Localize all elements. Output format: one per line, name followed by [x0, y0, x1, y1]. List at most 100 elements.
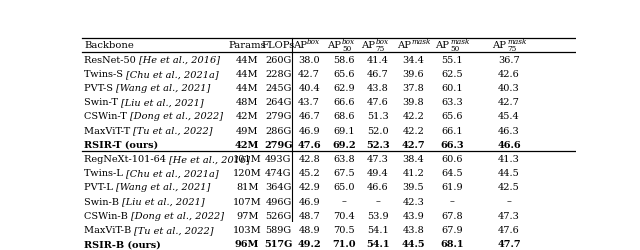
Text: [Wang et al., 2021]: [Wang et al., 2021]	[116, 84, 211, 93]
Text: AP: AP	[397, 41, 411, 50]
Text: [Dong et al., 2022]: [Dong et al., 2022]	[130, 112, 223, 121]
Text: 70.5: 70.5	[333, 225, 355, 234]
Text: Swin-T: Swin-T	[84, 98, 121, 107]
Text: 68.6: 68.6	[333, 112, 355, 121]
Text: [Chu et al., 2021a]: [Chu et al., 2021a]	[126, 70, 219, 78]
Text: 44.5: 44.5	[498, 168, 520, 177]
Text: 42.2: 42.2	[403, 112, 424, 121]
Text: 44M: 44M	[236, 84, 259, 93]
Text: 66.3: 66.3	[440, 140, 464, 149]
Text: 55.1: 55.1	[441, 56, 463, 64]
Text: 46.6: 46.6	[497, 140, 521, 149]
Text: 49.4: 49.4	[367, 168, 388, 177]
Text: 75: 75	[507, 45, 516, 53]
Text: 43.7: 43.7	[298, 98, 320, 107]
Text: 54.1: 54.1	[367, 225, 388, 234]
Text: 42.2: 42.2	[403, 126, 424, 135]
Text: 264G: 264G	[265, 98, 292, 107]
Text: 39.5: 39.5	[403, 183, 424, 192]
Text: box: box	[376, 38, 388, 46]
Text: 69.2: 69.2	[332, 140, 356, 149]
Text: 46.6: 46.6	[367, 183, 388, 192]
Text: 67.5: 67.5	[333, 168, 355, 177]
Text: 60.1: 60.1	[441, 84, 463, 93]
Text: 46.9: 46.9	[298, 126, 320, 135]
Text: [He et al., 2016]: [He et al., 2016]	[139, 56, 220, 64]
Text: 120M: 120M	[233, 168, 262, 177]
Text: [Tu et al., 2022]: [Tu et al., 2022]	[134, 225, 214, 234]
Text: 42.7: 42.7	[298, 70, 320, 78]
Text: 44M: 44M	[236, 70, 259, 78]
Text: 40.3: 40.3	[498, 84, 520, 93]
Text: –: –	[507, 197, 511, 206]
Text: 48.9: 48.9	[298, 225, 320, 234]
Text: MaxViT-T: MaxViT-T	[84, 126, 133, 135]
Text: 66.1: 66.1	[441, 126, 463, 135]
Text: 81M: 81M	[236, 183, 259, 192]
Text: 67.9: 67.9	[441, 225, 463, 234]
Text: 47.6: 47.6	[498, 225, 520, 234]
Text: 38.0: 38.0	[298, 56, 320, 64]
Text: 71.0: 71.0	[332, 239, 356, 248]
Text: 228G: 228G	[265, 70, 292, 78]
Text: 48.7: 48.7	[298, 211, 320, 220]
Text: 44M: 44M	[236, 56, 259, 64]
Text: 63.8: 63.8	[333, 154, 355, 164]
Text: 64.5: 64.5	[441, 168, 463, 177]
Text: 46.9: 46.9	[298, 197, 320, 206]
Text: 36.7: 36.7	[498, 56, 520, 64]
Text: 52.3: 52.3	[366, 140, 389, 149]
Text: 42M: 42M	[236, 112, 259, 121]
Text: FLOPs: FLOPs	[262, 41, 295, 50]
Text: 47.6: 47.6	[298, 140, 321, 149]
Text: 39.8: 39.8	[403, 98, 424, 107]
Text: 65.6: 65.6	[441, 112, 463, 121]
Text: 65.0: 65.0	[333, 183, 355, 192]
Text: Twins-S: Twins-S	[84, 70, 126, 78]
Text: RSIR-B (ours): RSIR-B (ours)	[84, 239, 161, 248]
Text: 45.2: 45.2	[298, 168, 320, 177]
Text: 43.8: 43.8	[403, 225, 424, 234]
Text: –: –	[375, 197, 380, 206]
Text: 41.2: 41.2	[403, 168, 424, 177]
Text: 364G: 364G	[265, 183, 292, 192]
Text: box: box	[307, 38, 320, 46]
Text: 589G: 589G	[266, 225, 291, 234]
Text: 41.4: 41.4	[367, 56, 388, 64]
Text: 70.4: 70.4	[333, 211, 355, 220]
Text: AP: AP	[292, 41, 307, 50]
Text: 42.7: 42.7	[401, 140, 425, 149]
Text: 58.6: 58.6	[333, 56, 355, 64]
Text: [Chu et al., 2021a]: [Chu et al., 2021a]	[126, 168, 219, 177]
Text: 48M: 48M	[236, 98, 259, 107]
Text: 517G: 517G	[264, 239, 292, 248]
Text: RegNeXt-101-64: RegNeXt-101-64	[84, 154, 169, 164]
Text: 38.4: 38.4	[403, 154, 424, 164]
Text: 66.6: 66.6	[333, 98, 355, 107]
Text: 46.7: 46.7	[367, 70, 388, 78]
Text: 260G: 260G	[265, 56, 292, 64]
Text: 526G: 526G	[265, 211, 292, 220]
Text: 51.3: 51.3	[367, 112, 388, 121]
Text: AP: AP	[361, 41, 375, 50]
Text: 96M: 96M	[235, 239, 259, 248]
Text: 50: 50	[342, 45, 351, 53]
Text: 54.1: 54.1	[366, 239, 389, 248]
Text: 43.8: 43.8	[367, 84, 388, 93]
Text: 42M: 42M	[235, 140, 259, 149]
Text: 496G: 496G	[265, 197, 292, 206]
Text: AP: AP	[435, 41, 449, 50]
Text: 47.7: 47.7	[497, 239, 521, 248]
Text: RSIR-T (ours): RSIR-T (ours)	[84, 140, 158, 149]
Text: 68.1: 68.1	[440, 239, 464, 248]
Text: AP: AP	[328, 41, 341, 50]
Text: 97M: 97M	[236, 211, 259, 220]
Text: PVT-S: PVT-S	[84, 84, 116, 93]
Text: mask: mask	[507, 38, 527, 46]
Text: 60.6: 60.6	[441, 154, 463, 164]
Text: Twins-L: Twins-L	[84, 168, 126, 177]
Text: 37.8: 37.8	[403, 84, 424, 93]
Text: PVT-L: PVT-L	[84, 183, 116, 192]
Text: [Dong et al., 2022]: [Dong et al., 2022]	[131, 211, 224, 220]
Text: 61.9: 61.9	[441, 183, 463, 192]
